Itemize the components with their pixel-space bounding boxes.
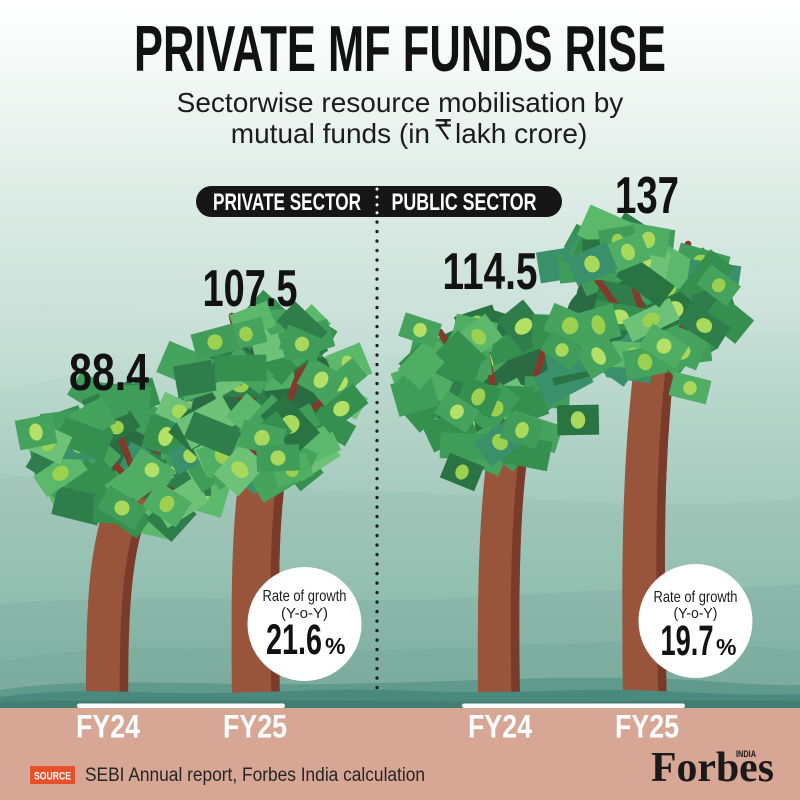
svg-text:FY24: FY24: [468, 709, 532, 745]
svg-text:INDIA: INDIA: [736, 749, 756, 759]
svg-text:Rate of growth: Rate of growth: [263, 588, 347, 605]
svg-text:PUBLIC SECTOR: PUBLIC SECTOR: [392, 189, 537, 216]
svg-text:%: %: [716, 634, 736, 660]
svg-text:114.5: 114.5: [443, 243, 538, 301]
svg-text:(Y-o-Y): (Y-o-Y): [281, 605, 328, 622]
svg-text:(Y-o-Y): (Y-o-Y): [674, 605, 718, 622]
svg-text:Sectorwise resource mobilisati: Sectorwise resource mobilisation by: [177, 87, 624, 118]
svg-text:lakh crore): lakh crore): [455, 118, 587, 149]
svg-text:%: %: [325, 633, 345, 659]
svg-text:FY25: FY25: [223, 709, 287, 745]
svg-text:SOURCE: SOURCE: [34, 771, 71, 783]
svg-text:FY25: FY25: [615, 709, 679, 745]
svg-text:PRIVATE MF FUNDS RISE: PRIVATE MF FUNDS RISE: [134, 12, 666, 85]
svg-text:88.4: 88.4: [69, 344, 149, 402]
svg-text:137: 137: [615, 167, 679, 225]
svg-text:21.6: 21.6: [266, 616, 322, 664]
svg-text:19.7: 19.7: [661, 617, 714, 665]
svg-text:SEBI Annual report, Forbes Ind: SEBI Annual report, Forbes India calcula…: [85, 765, 425, 786]
svg-text:mutual funds (in: mutual funds (in: [231, 118, 430, 149]
svg-text:Rate of growth: Rate of growth: [654, 589, 738, 606]
svg-text:Forbes: Forbes: [651, 745, 774, 791]
svg-text:PRIVATE SECTOR: PRIVATE SECTOR: [213, 189, 361, 216]
svg-text:FY24: FY24: [76, 709, 140, 745]
svg-text:107.5: 107.5: [203, 260, 298, 318]
